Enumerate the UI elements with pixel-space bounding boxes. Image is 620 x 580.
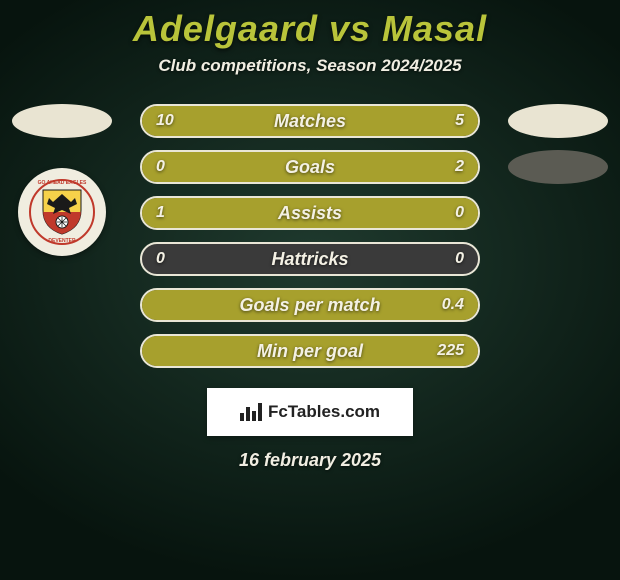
stat-row: 225Min per goal [0,334,620,368]
stat-label: Goals per match [142,290,478,320]
stat-bar: 0.4Goals per match [140,288,480,322]
stat-bar: 225Min per goal [140,334,480,368]
footer-brand-text: FcTables.com [268,402,380,422]
stats-rows: 105Matches 02Goals GO AHEAD EAGLES DEVENT… [0,104,620,368]
stat-row: 105Matches [0,104,620,138]
crest-top-text: GO AHEAD EAGLES [31,180,93,186]
page-subtitle: Club competitions, Season 2024/2025 [0,56,620,76]
stat-bar: 105Matches [140,104,480,138]
stat-row: 0.4Goals per match [0,288,620,322]
stat-label: Assists [142,198,478,228]
stat-label: Matches [142,106,478,136]
stat-row: 00Hattricks [0,242,620,276]
stat-label: Goals [142,152,478,182]
shield-icon [41,188,83,236]
page-title: Adelgaard vs Masal [0,8,620,50]
footer-date: 16 february 2025 [0,450,620,471]
stat-row: GO AHEAD EAGLES DEVENTER 10Assists [0,196,620,230]
right-ellipse [508,150,608,184]
stat-bar: 02Goals [140,150,480,184]
stat-bar: 00Hattricks [140,242,480,276]
stat-row: 02Goals [0,150,620,184]
left-ellipse [12,104,112,138]
stat-label: Min per goal [142,336,478,366]
footer-brand-box[interactable]: FcTables.com [207,388,413,436]
chart-icon [240,403,262,421]
content: Adelgaard vs Masal Club competitions, Se… [0,0,620,580]
right-ellipse [508,104,608,138]
stat-bar: 10Assists [140,196,480,230]
stat-label: Hattricks [142,244,478,274]
